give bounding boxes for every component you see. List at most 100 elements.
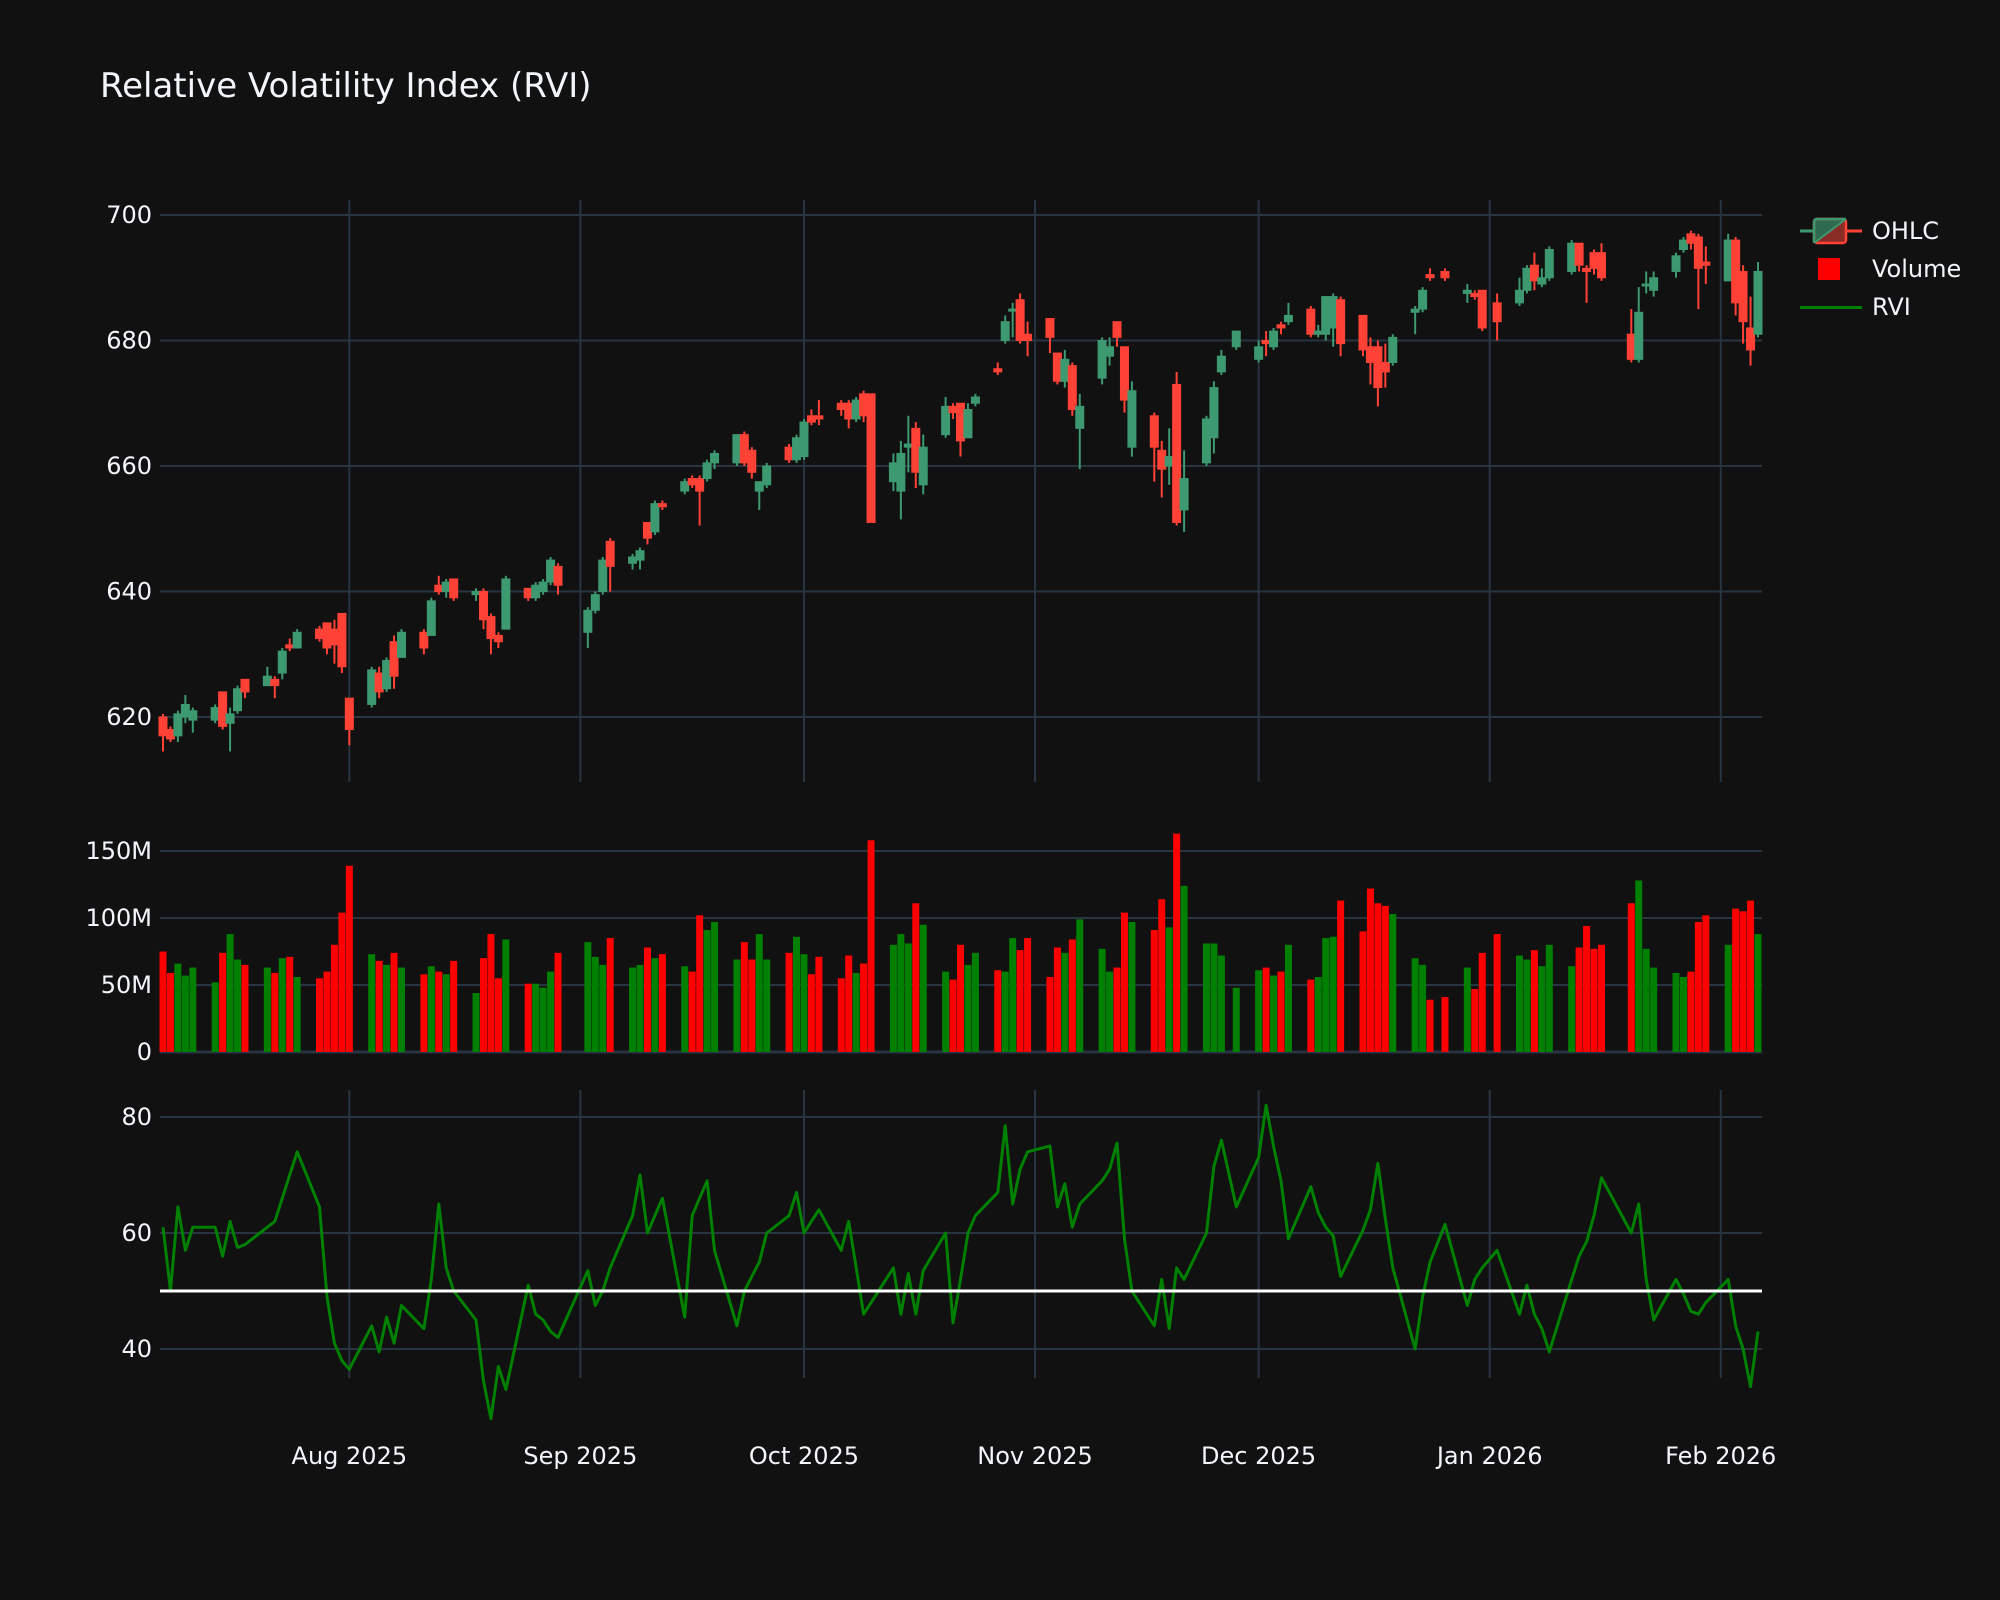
candle-body (1753, 270, 1763, 335)
volume-bar (1046, 976, 1054, 1052)
volume-bar (1381, 905, 1389, 1052)
volume-bar (1545, 944, 1553, 1052)
volume-bar (1583, 926, 1591, 1052)
candle-body (1731, 239, 1741, 304)
candle-body (844, 402, 854, 420)
candle-body (784, 446, 794, 461)
axis-labels: 620 640 660 680 700 0 50M 100M 150M 40 60 80 Aug 202… (85, 201, 1776, 1470)
volume-bar (1441, 997, 1449, 1052)
candle-body (747, 449, 757, 473)
candle-body (1574, 242, 1584, 266)
volume-bar (1001, 971, 1009, 1052)
candle-body (732, 434, 742, 464)
volume-bar (1053, 947, 1061, 1052)
candle-body (1313, 330, 1323, 335)
candle-body (240, 678, 250, 693)
candle-body (285, 644, 295, 649)
volume-bar (1732, 908, 1740, 1052)
volume-bar (1739, 911, 1747, 1052)
volume-bar (241, 964, 249, 1052)
candle-body (1522, 267, 1532, 291)
volume-bar (1679, 976, 1687, 1052)
volume-bar (345, 865, 353, 1052)
volume-bar (390, 952, 398, 1052)
candle-body (948, 405, 958, 414)
candle-body (292, 631, 302, 649)
candle-body (993, 368, 1003, 373)
candle-body (1336, 299, 1346, 345)
volume-bar (286, 956, 294, 1052)
candle-body (888, 462, 898, 483)
candle-body (799, 421, 809, 458)
volume-bar (1568, 966, 1576, 1052)
volume-bar (740, 942, 748, 1052)
legend-item-volume[interactable]: Volume (1800, 250, 1961, 288)
candle-body (1283, 314, 1293, 323)
candle-body (1261, 340, 1271, 345)
candle-body (836, 402, 846, 411)
candle-body (1596, 252, 1606, 279)
volume-bar (1255, 970, 1263, 1052)
candle-body (1201, 418, 1211, 464)
candle-body (628, 556, 638, 564)
volume-bar (1098, 948, 1106, 1052)
x-tick: Jan 2026 (1435, 1442, 1543, 1470)
legend-item-rvi[interactable]: RVI (1800, 288, 1961, 326)
candle-body (1023, 333, 1033, 342)
candle-body (583, 609, 593, 633)
volume-bar (1694, 922, 1702, 1052)
volume-bar (606, 938, 614, 1052)
volume-bar (748, 959, 756, 1052)
volume-bar (1076, 919, 1084, 1052)
rvi-tick: 60 (121, 1219, 152, 1247)
volume-bar (711, 922, 719, 1052)
candle-body (1149, 415, 1159, 448)
candle-body (1410, 308, 1420, 313)
x-tick: Dec 2025 (1201, 1442, 1316, 1470)
legend-item-ohlc[interactable]: OHLC (1800, 212, 1961, 250)
volume-bar (189, 967, 197, 1052)
volume-bar (1068, 939, 1076, 1052)
candle-body (531, 584, 541, 599)
candle-body (695, 478, 705, 492)
candle-body (374, 672, 384, 693)
rvi-panel (160, 1103, 1762, 1421)
candle-body (754, 481, 764, 492)
price-tick: 680 (106, 327, 152, 355)
volume-bar (957, 944, 964, 1052)
candle-body (1216, 355, 1226, 373)
candle-body (918, 446, 928, 486)
x-tick: Feb 2026 (1665, 1442, 1776, 1470)
volume-bar (494, 978, 502, 1052)
volume-bar (1202, 943, 1210, 1052)
candle-body (1678, 239, 1688, 251)
price-tick: 700 (106, 201, 152, 229)
candle-body (1514, 289, 1524, 304)
volume-bar (837, 978, 845, 1052)
volume-bar (971, 952, 979, 1052)
candle-body (702, 462, 712, 480)
volume-bar (643, 947, 651, 1052)
candle-body (210, 707, 220, 721)
candle-body (1567, 242, 1577, 272)
rvi-line-icon (1800, 292, 1862, 322)
volume-bar (174, 963, 182, 1052)
volume-bar (629, 967, 637, 1052)
volume-bar (1322, 938, 1330, 1052)
volume-bar (1463, 967, 1471, 1052)
volume-bar (1016, 950, 1024, 1052)
volume-bar (1307, 979, 1315, 1052)
volume-tick: 0 (137, 1038, 152, 1066)
volume-bar (554, 952, 562, 1052)
price-tick: 660 (106, 452, 152, 480)
volume-bar (942, 971, 950, 1052)
candle-body (434, 584, 444, 592)
candle-body (397, 631, 407, 658)
candle-body (1492, 302, 1502, 323)
volume-bar (1672, 972, 1680, 1052)
candle-body (1649, 277, 1659, 291)
volume-bar (263, 967, 271, 1052)
legend: OHLC Volume RVI (1800, 212, 1961, 326)
volume-bar (338, 912, 346, 1052)
candle-body (762, 465, 772, 486)
